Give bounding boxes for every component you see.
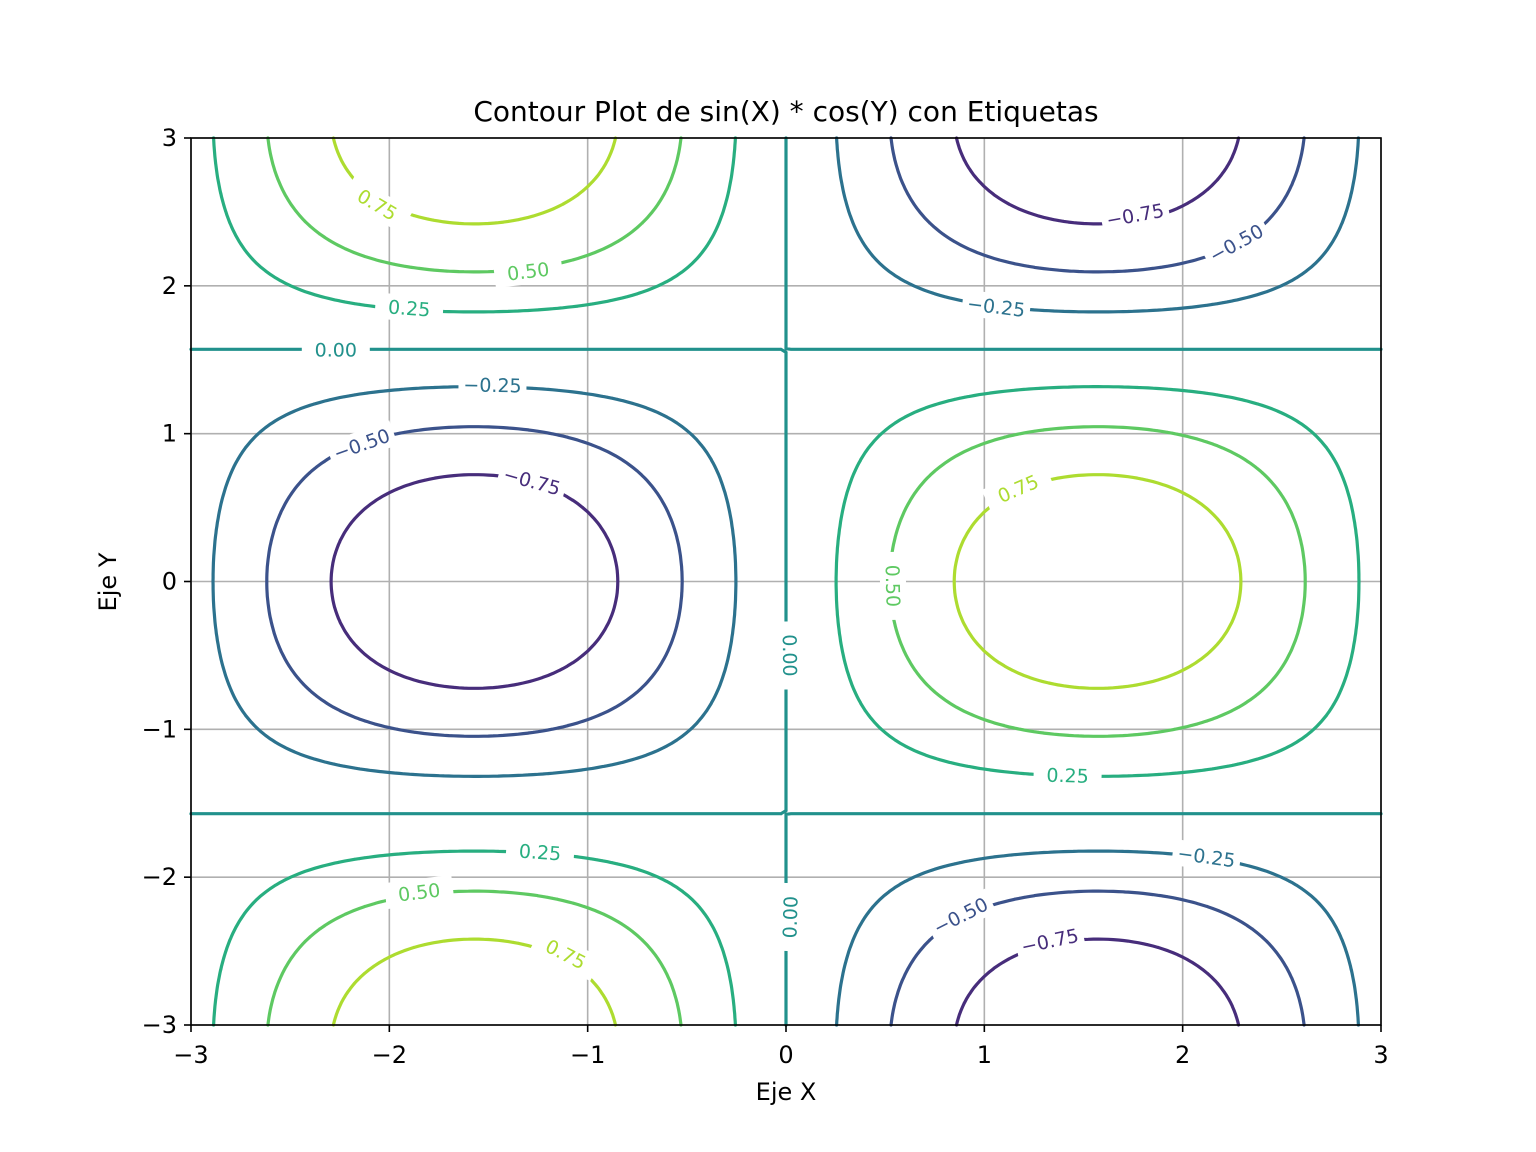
y-tick-label: 2 [162, 272, 177, 300]
contour-label: −0.50 [1200, 215, 1273, 271]
contour-label-bg [1013, 920, 1086, 961]
x-tick-label: 2 [1175, 1041, 1190, 1069]
contour-label: −0.25 [458, 371, 527, 399]
x-tick-label: 3 [1373, 1041, 1388, 1069]
contour-labels: 0.75 0.50 0.25 0.00 −0.75 −0.50 −0.25 −0.25 −0.5… [301, 176, 1273, 982]
contour-label-text: −0.25 [463, 374, 522, 397]
contour-label-bg [458, 371, 527, 399]
contour-line-−0.25 [211, 136, 1360, 1027]
contour-label: 0.50 [383, 874, 455, 910]
x-tick-label: 1 [977, 1041, 992, 1069]
contour-label: 0.25 [374, 292, 445, 324]
contour-label-bg [1171, 839, 1242, 874]
contour-label: −0.25 [1171, 839, 1242, 874]
contour-label-text: 0.25 [518, 841, 562, 866]
y-axis-label: Eje Y [94, 552, 122, 611]
contour-label-text: 0.25 [387, 296, 431, 321]
contour-label-bg [301, 336, 370, 363]
contour-label: 0.00 [301, 336, 370, 363]
chart-title: Contour Plot de sin(X) * cos(Y) con Etiq… [473, 95, 1098, 128]
contour-label: 0.75 [341, 176, 414, 233]
contour-label: 0.75 [981, 462, 1055, 514]
contour-label: 0.00 [776, 621, 804, 690]
contour-label: −0.75 [495, 459, 569, 503]
x-tick-label: 0 [778, 1041, 793, 1069]
contour-label-text: −0.50 [930, 894, 992, 940]
x-axis-label: Eje X [756, 1078, 817, 1106]
contour-label-bg [879, 551, 907, 621]
y-tick-label: 0 [162, 568, 177, 596]
contour-label: 0.50 [879, 551, 907, 621]
contour-label-bg [505, 836, 575, 868]
contour-label-text: 0.50 [397, 879, 442, 906]
contour-label-bg [960, 289, 1032, 324]
contour-label: 0.00 [775, 882, 805, 952]
contour-line-0.00 [189, 136, 1383, 1027]
contour-label-text: 0.00 [779, 896, 802, 939]
contour-label: −0.25 [960, 289, 1032, 324]
y-tick-label: −3 [142, 1011, 177, 1039]
contour-label-text: 0.50 [881, 565, 904, 608]
contour-label-bg [529, 926, 603, 982]
y-tick-label: −2 [142, 863, 177, 891]
contour-label-bg [981, 462, 1055, 514]
x-tick-label: −3 [173, 1041, 208, 1069]
contour-label: 0.75 [529, 926, 603, 982]
contour-label: 0.50 [492, 254, 564, 289]
contour-label-text: −0.50 [1206, 220, 1268, 267]
contour-label: −0.75 [1099, 195, 1171, 234]
contour-label: −0.50 [325, 420, 398, 468]
contour-label-bg [492, 254, 564, 289]
x-tick-label: −1 [570, 1041, 605, 1069]
contour-label-text: 0.00 [778, 634, 801, 677]
contour-label-text: 0.25 [1046, 765, 1089, 788]
contour-label-bg [776, 621, 804, 690]
contour-label-bg [374, 292, 445, 324]
contour-label-bg [1200, 215, 1273, 271]
contour-label: 0.25 [505, 836, 575, 868]
contour-label-bg [775, 882, 805, 952]
contour-line-0.50 [266, 136, 1307, 1027]
y-axis-ticks: −3 −2 −1 0 1 2 3 [142, 124, 191, 1039]
y-tick-label: 1 [162, 420, 177, 448]
y-tick-label: 3 [162, 124, 177, 152]
contour-label-text: 0.50 [506, 259, 551, 286]
contour-label-bg [495, 459, 569, 503]
y-tick-label: −1 [142, 715, 177, 743]
contour-label-text: 0.00 [315, 339, 357, 361]
contour-label-bg [341, 176, 414, 233]
x-tick-label: −2 [372, 1041, 407, 1069]
contour-label: −0.50 [924, 888, 997, 943]
contour-label-bg [1033, 761, 1102, 790]
contour-label-bg [924, 888, 997, 943]
contour-label: 0.25 [1033, 761, 1102, 790]
contour-label-bg [383, 874, 455, 910]
contour-label: −0.75 [1013, 920, 1086, 961]
contour-label-bg [325, 420, 398, 468]
contour-label-bg [1099, 195, 1171, 234]
x-axis-ticks: −3 −2 −1 0 1 2 3 [173, 1025, 1389, 1069]
